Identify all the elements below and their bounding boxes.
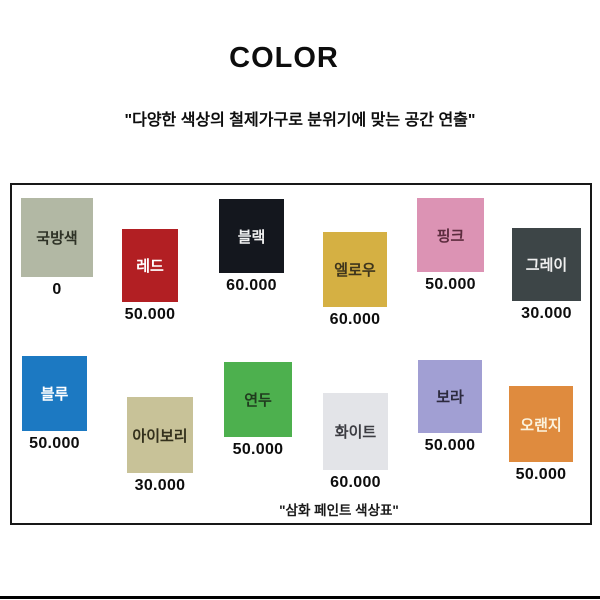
swatch-cell-military-green: 국방색 0 xyxy=(21,198,93,299)
swatch-pink: 핑크 xyxy=(417,198,484,272)
swatch-purple: 보라 xyxy=(418,360,482,433)
swatch-price-white: 60.000 xyxy=(330,474,381,491)
swatch-black: 블랙 xyxy=(219,199,284,273)
color-swatch-board: 국방색 0 레드 50.000 블랙 60.000 엘로우 60.000 핑크 … xyxy=(10,183,592,525)
swatch-cell-white: 화이트 60.000 xyxy=(323,393,388,492)
swatch-price-military-green: 0 xyxy=(52,281,62,298)
swatch-cell-pink: 핑크 50.000 xyxy=(417,198,484,294)
swatch-cell-ivory: 아이보리 30.000 xyxy=(127,397,193,495)
swatch-cell-red: 레드 50.000 xyxy=(122,229,178,324)
swatch-yellow: 엘로우 xyxy=(323,232,387,307)
swatch-gray: 그레이 xyxy=(512,228,581,301)
swatch-price-gray: 30.000 xyxy=(521,305,572,322)
swatch-cell-blue: 블루 50.000 xyxy=(22,356,87,453)
palette-caption: "삼화 페인트 색상표" xyxy=(279,503,399,518)
swatch-light-green: 연두 xyxy=(224,362,292,437)
swatch-orange: 오랜지 xyxy=(509,386,573,462)
swatch-price-red: 50.000 xyxy=(124,306,176,323)
swatch-cell-gray: 그레이 30.000 xyxy=(512,228,581,323)
page-subtitle: "다양한 색상의 철제가구로 분위기에 맞는 공간 연출" xyxy=(124,112,476,129)
swatch-cell-light-green: 연두 50.000 xyxy=(224,362,292,459)
swatch-price-blue: 50.000 xyxy=(29,435,80,452)
swatch-price-yellow: 60.000 xyxy=(329,311,381,328)
swatch-ivory: 아이보리 xyxy=(127,397,193,473)
swatch-white: 화이트 xyxy=(323,393,388,470)
swatch-price-pink: 50.000 xyxy=(425,276,476,293)
swatch-price-ivory: 30.000 xyxy=(134,477,186,494)
swatch-price-orange: 50.000 xyxy=(515,466,567,483)
bottom-divider xyxy=(0,596,600,599)
swatch-price-light-green: 50.000 xyxy=(232,441,284,458)
swatch-cell-purple: 보라 50.000 xyxy=(418,360,482,455)
swatch-military-green: 국방색 xyxy=(21,198,93,277)
swatch-price-purple: 50.000 xyxy=(424,437,476,454)
swatch-cell-black: 블랙 60.000 xyxy=(219,199,284,295)
page-title: COLOR xyxy=(229,42,339,74)
swatch-cell-orange: 오랜지 50.000 xyxy=(509,386,573,484)
swatch-red: 레드 xyxy=(122,229,178,302)
swatch-cell-yellow: 엘로우 60.000 xyxy=(323,232,387,329)
swatch-price-black: 60.000 xyxy=(226,277,277,294)
swatch-blue: 블루 xyxy=(22,356,87,431)
